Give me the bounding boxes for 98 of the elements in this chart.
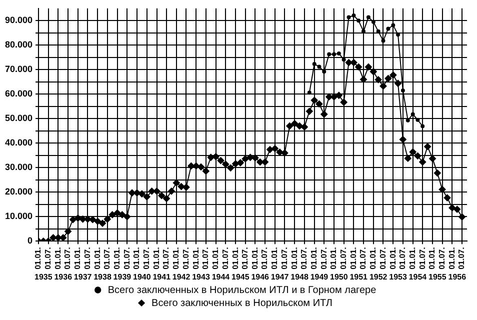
x-tick-label: 01.07. [358, 247, 368, 270]
x-tick-label: 01.01. [172, 247, 181, 270]
x2-tick-label: 1948 [290, 272, 309, 282]
y-tick-label: 80.000 [4, 40, 33, 50]
x-tick-label: 01.01. [211, 247, 220, 270]
legend-label: Всего заключенных в Норильском ИТЛ и в Горном лагере [108, 284, 377, 296]
point [410, 112, 415, 116]
x2-tick-label: 1951 [350, 272, 368, 282]
point [307, 90, 312, 95]
x-tick-label: 01.01. [132, 247, 142, 270]
x-tick-label: 01.07. [63, 247, 72, 270]
x-tick-label: 01.07. [438, 247, 446, 270]
x-tick-label: 01.01. [270, 247, 280, 270]
x-tick-label: 01.07. [319, 247, 328, 270]
x-tick-label: 01.01. [348, 247, 358, 270]
point [336, 51, 341, 56]
x-tick-label: 01.01. [408, 247, 418, 270]
point [420, 124, 425, 128]
x-tick-label: 01.07. [457, 247, 466, 270]
x-tick-label: 01.07. [378, 247, 388, 270]
x2-tick-label: 1953 [389, 272, 408, 282]
x-tick-label: 01.01. [34, 247, 43, 270]
point [317, 64, 322, 69]
x-tick-label: 01.01. [368, 247, 378, 270]
x-tick-label: 01.07. [220, 247, 230, 270]
x-tick-label: 01.07. [240, 247, 250, 270]
x2-tick-label: 1945 [232, 272, 250, 282]
x-tick-label: 01.07. [398, 247, 408, 270]
y-tick-label: 70.000 [4, 64, 33, 74]
x-tick-label: 01.01. [428, 247, 437, 270]
y-tick-label: 90.000 [4, 15, 33, 26]
x-tick-label: 01.01. [329, 247, 338, 270]
x2-tick-label: 1938 [94, 272, 112, 282]
x-tick-label: 01.07. [162, 247, 171, 270]
x-tick-label: 01.01. [191, 247, 200, 270]
x-tick-label: 01.01. [447, 247, 456, 270]
y-tick-label: 10.000 [4, 211, 33, 222]
x2-tick-label: 1947 [270, 272, 290, 282]
x2-tick-label: 1946 [251, 272, 270, 282]
point [356, 18, 361, 23]
x-tick-label: 01.07. [181, 247, 190, 270]
y-tick-label: 20.000 [4, 186, 33, 197]
x-tick-label: 01.01. [230, 247, 240, 270]
x-tick-label: 01.07. [300, 247, 309, 270]
x-tick-label: 01.01. [73, 247, 82, 270]
legend-label: Всего заключенных в Норильском ИТЛ [152, 298, 332, 309]
point [322, 70, 326, 74]
point [371, 20, 376, 24]
x2-tick-label: 1952 [369, 272, 388, 282]
x-tick-label: 01.07. [280, 247, 289, 270]
point [400, 88, 405, 92]
x2-tick-label: 1939 [113, 272, 132, 282]
x2-tick-label: 1941 [152, 272, 172, 282]
point [327, 52, 332, 56]
point [312, 62, 316, 66]
x-tick-label: 01.07. [102, 247, 112, 270]
x2-tick-label: 1940 [133, 272, 152, 282]
point [386, 26, 390, 31]
x2-tick-label: 1935 [34, 272, 53, 282]
point [391, 23, 396, 28]
x-tick-label: 01.01. [250, 247, 260, 270]
x2-tick-label: 1954 [408, 272, 428, 282]
x-tick-label: 01.07. [122, 247, 132, 270]
x-tick-label: 01.07. [418, 247, 427, 270]
x-tick-label: 01.01. [112, 247, 122, 270]
x-tick-label: 01.07. [201, 247, 210, 270]
point [352, 14, 356, 18]
y-tick-label: 30.000 [4, 162, 33, 172]
x2-tick-label: 1949 [310, 272, 329, 282]
point [381, 38, 386, 43]
point [332, 52, 336, 56]
x2-tick-label: 1944 [212, 272, 230, 282]
x-tick-label: 01.01. [53, 247, 62, 270]
x-tick-label: 01.07. [339, 247, 348, 270]
x-tick-label: 01.01. [152, 247, 161, 270]
x2-tick-label: 1942 [172, 272, 191, 282]
y-tick-label: 40.000 [4, 138, 33, 148]
x2-tick-label: 1943 [192, 272, 210, 282]
x-tick-label: 01.07. [260, 247, 270, 270]
y-tick-label: 0 [28, 236, 33, 246]
point [342, 58, 346, 62]
x2-tick-label: 1956 [448, 272, 467, 282]
y-tick-label: 60.000 [4, 88, 33, 99]
point [366, 15, 370, 20]
x2-tick-label: 1950 [330, 272, 348, 282]
y-tick-label: 50.000 [4, 113, 33, 124]
x-tick-label: 01.01. [310, 247, 319, 270]
x-tick-label: 01.07. [43, 247, 52, 270]
x-tick-label: 01.01. [290, 247, 299, 270]
x-tick-label: 01.07. [142, 247, 152, 270]
x2-tick-label: 1955 [428, 272, 447, 282]
point [416, 118, 420, 122]
x2-tick-label: 1937 [74, 272, 92, 282]
x-tick-label: 01.01. [92, 247, 102, 270]
x2-tick-label: 1936 [54, 272, 73, 282]
x-tick-label: 01.01. [388, 247, 398, 270]
point [346, 15, 351, 20]
x-tick-label: 01.07. [82, 247, 92, 270]
